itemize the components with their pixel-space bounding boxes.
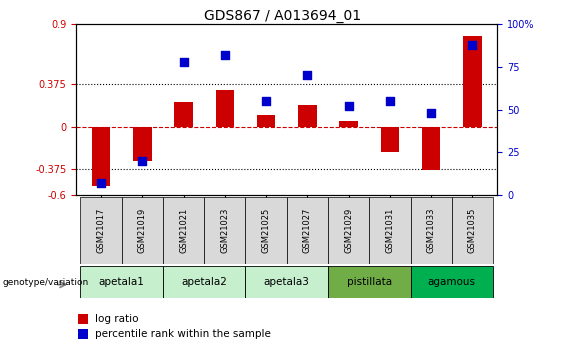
- Bar: [287, 197, 328, 264]
- Bar: [245, 197, 287, 264]
- Bar: [80, 197, 121, 264]
- Bar: [257, 115, 275, 127]
- Text: apetala3: apetala3: [264, 277, 310, 287]
- Text: GSM21025: GSM21025: [262, 208, 271, 253]
- Text: GSM21033: GSM21033: [427, 208, 436, 253]
- Point: [220, 52, 229, 58]
- Text: GSM21029: GSM21029: [344, 208, 353, 253]
- Bar: [163, 197, 204, 264]
- Point: [344, 104, 353, 109]
- Bar: [411, 197, 452, 264]
- Bar: [121, 197, 163, 264]
- Text: GSM21035: GSM21035: [468, 208, 477, 253]
- Text: percentile rank within the sample: percentile rank within the sample: [95, 329, 271, 339]
- Point: [179, 59, 188, 65]
- Text: GSM21031: GSM21031: [385, 208, 394, 253]
- Point: [385, 98, 394, 104]
- Point: [303, 73, 312, 78]
- Bar: [340, 121, 358, 127]
- Bar: [452, 197, 493, 264]
- Text: GSM21019: GSM21019: [138, 208, 147, 253]
- Bar: [245, 266, 328, 298]
- Bar: [92, 127, 110, 186]
- Bar: [204, 197, 245, 264]
- Bar: [298, 105, 316, 127]
- Text: GSM21027: GSM21027: [303, 208, 312, 253]
- Point: [138, 158, 147, 164]
- Point: [427, 110, 436, 116]
- Bar: [78, 329, 88, 339]
- Text: GDS867 / A013694_01: GDS867 / A013694_01: [204, 9, 361, 23]
- Bar: [328, 266, 411, 298]
- Bar: [328, 197, 370, 264]
- Text: GSM21023: GSM21023: [220, 208, 229, 253]
- Bar: [163, 266, 245, 298]
- Text: GSM21017: GSM21017: [97, 208, 106, 253]
- Point: [262, 98, 271, 104]
- Bar: [422, 127, 441, 170]
- Text: genotype/variation: genotype/variation: [3, 277, 89, 287]
- Bar: [133, 127, 151, 161]
- Text: GSM21021: GSM21021: [179, 208, 188, 253]
- Text: apetala2: apetala2: [181, 277, 227, 287]
- Text: agamous: agamous: [428, 277, 476, 287]
- Bar: [381, 127, 399, 152]
- Bar: [174, 101, 193, 127]
- Bar: [370, 197, 411, 264]
- Bar: [78, 314, 88, 324]
- Point: [97, 180, 106, 186]
- Bar: [80, 266, 163, 298]
- Bar: [411, 266, 493, 298]
- Point: [468, 42, 477, 47]
- Text: apetala1: apetala1: [99, 277, 145, 287]
- Bar: [463, 36, 482, 127]
- Text: pistillata: pistillata: [347, 277, 392, 287]
- Bar: [216, 90, 234, 127]
- Text: log ratio: log ratio: [95, 314, 138, 324]
